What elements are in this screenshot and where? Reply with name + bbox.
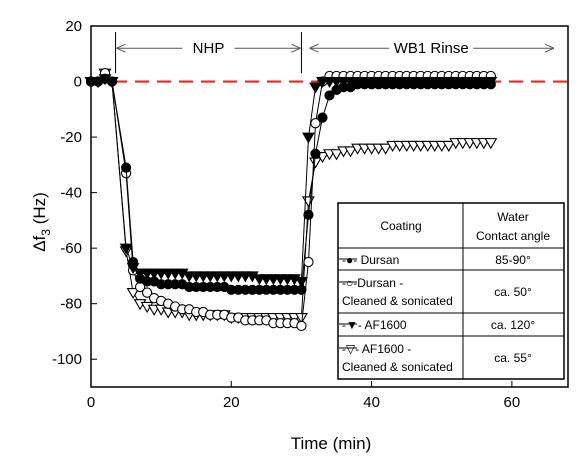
data-point [295, 276, 308, 288]
annotation-nhp-arrow-right-head [291, 43, 301, 53]
legend-header-coating: Coating [380, 219, 421, 233]
annotation-wb1-rinse: WB1 Rinse [394, 40, 469, 57]
data-point [106, 76, 118, 87]
data-point [309, 82, 322, 94]
data-point [120, 162, 132, 173]
x-tick-label: 0 [87, 394, 95, 411]
plot-frame [90, 25, 569, 388]
data-point [379, 143, 393, 155]
data-point [296, 320, 307, 332]
legend-frame [337, 202, 565, 380]
legend-row-af1600-label: -▼- AF1600 [342, 318, 407, 332]
x-tick-label: 40 [363, 394, 380, 411]
annotations: NHP WB1 Rinse [115, 32, 555, 74]
legend-row-dursan-cleaned-angle: ca. 50° [494, 285, 532, 299]
legend-row-dursan-cleaned-label: -○-Dursan - [342, 276, 403, 290]
y-axis-label-subscript: 3 [39, 229, 53, 236]
series-layer [84, 68, 498, 332]
annotation-nhp: NHP [193, 40, 225, 57]
legend-header-angle-line2: Contact angle [476, 229, 550, 243]
annotation-wb1-arrow-right-head [544, 43, 555, 53]
svg-text:Δf3 (Hz): Δf3 (Hz) [30, 192, 53, 252]
y-tick-label: -100 [52, 351, 82, 368]
data-point [324, 90, 335, 101]
y-axis-label-group: Δf3 (Hz) [30, 192, 53, 252]
x-axis-label: Time (min) [291, 434, 372, 453]
data-point [303, 256, 314, 268]
series-filled-circle [85, 73, 496, 295]
y-tick-label: -60 [60, 240, 82, 257]
data-point [302, 196, 315, 208]
data-point [484, 138, 498, 150]
data-point [296, 284, 307, 295]
legend-row-dursan-cleaned-label-2: Cleaned & sonicated [342, 294, 453, 308]
annotation-wb1-arrow-left-head [309, 43, 319, 53]
legend-row-dursan-label: -●- Dursan [342, 253, 399, 267]
legend-row-dursan-angle: 85-90° [495, 253, 531, 267]
data-point [317, 112, 328, 123]
y-tick-label: -80 [60, 296, 82, 313]
data-point [303, 209, 314, 220]
legend-row-af1600-cleaned-label-2: Cleaned & sonicated [342, 360, 453, 374]
y-tick-label: -40 [60, 185, 82, 202]
data-point [344, 146, 357, 158]
legend-header-angle-line1: Water [497, 210, 529, 224]
data-point [119, 243, 133, 255]
data-point [294, 313, 308, 325]
data-point [141, 287, 153, 298]
data-point [127, 256, 139, 268]
y-axis-label-symbol: Δf [30, 235, 49, 251]
data-point [330, 149, 343, 161]
y-tick-label: 20 [65, 18, 82, 35]
legend-row-af1600-cleaned-label: -▽- AF1600 - [342, 342, 411, 356]
legend-row-af1600-cleaned-angle: ca. 55° [494, 351, 532, 365]
data-point [310, 148, 321, 159]
data-point [485, 79, 496, 90]
x-tick-label: 20 [223, 394, 240, 411]
data-point [309, 157, 322, 169]
legend-row-af1600-angle: ca. 120° [491, 318, 535, 332]
annotation-nhp-arrow-left-head [116, 43, 126, 53]
data-point [126, 288, 140, 300]
data-point [302, 132, 315, 144]
y-axis-label-unit: (Hz) [30, 192, 49, 229]
data-point [442, 140, 456, 153]
y-tick-label: -20 [60, 129, 82, 146]
y-tick-label: 0 [74, 74, 82, 91]
x-tick-label: 60 [504, 394, 521, 411]
legend: Coating Water Contact angle -●- Dursan 8… [337, 202, 565, 380]
